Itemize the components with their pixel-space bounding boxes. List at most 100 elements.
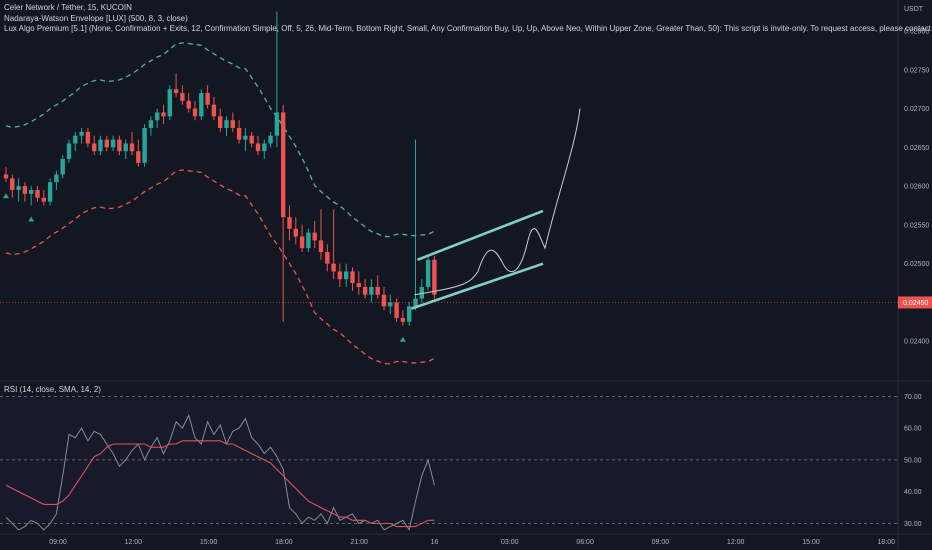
candle-body	[362, 286, 368, 295]
candle	[199, 89, 204, 121]
candle-body	[224, 120, 229, 128]
price-tick-label: 0.02700	[904, 106, 929, 113]
candle	[186, 93, 191, 113]
candle	[211, 96, 217, 121]
time-tick-label: 15:00	[802, 539, 820, 546]
candle-body	[211, 104, 217, 117]
candle	[66, 139, 72, 163]
candle	[230, 112, 235, 132]
candle	[350, 267, 355, 291]
candle-body	[350, 271, 355, 284]
candle	[381, 286, 387, 311]
candle-body	[3, 174, 9, 179]
indicator-nadaraya-label[interactable]: Nadaraya-Watson Envelope [LUX] (500, 8, …	[4, 13, 188, 23]
candle	[85, 127, 91, 148]
candle	[161, 104, 166, 125]
candle	[293, 217, 298, 245]
candle-body	[41, 197, 46, 202]
time-axis: 09:00 12:00 15:00 18:00 21:00 16 03:00 06:00 09:…	[49, 539, 895, 546]
candle-body	[262, 143, 267, 152]
price-tick-label: 0.02800	[904, 29, 929, 36]
candle-body	[274, 112, 280, 136]
candle	[306, 228, 311, 253]
candle	[29, 186, 34, 206]
rsi-tick-label: 70.00	[904, 394, 922, 401]
candle	[425, 255, 431, 291]
candle-body	[98, 139, 103, 152]
candle	[400, 310, 406, 326]
candle	[281, 104, 286, 322]
candle-body	[54, 174, 59, 183]
candle	[54, 170, 59, 190]
envelope	[5, 42, 435, 365]
candle	[117, 135, 122, 156]
candle-body	[136, 151, 141, 163]
currency-label: USDT	[904, 6, 924, 13]
channel-upper-line	[416, 209, 544, 262]
candle	[369, 279, 374, 303]
rsi-pane: 70.00 60.00 50.00 40.00 30.00	[0, 394, 922, 532]
channel-lower-line	[410, 262, 544, 310]
chart-legend: Celer Network / Tether, 15, KUCOIN Nadar…	[4, 3, 932, 35]
rsi-ma-line	[5, 440, 435, 528]
candle	[274, 11, 280, 148]
candle-body	[407, 306, 412, 322]
candle	[287, 205, 292, 241]
candle	[356, 271, 361, 295]
candle-body	[47, 182, 53, 202]
candle-body	[104, 139, 109, 148]
candle	[362, 279, 368, 299]
candle	[262, 139, 267, 159]
price-tick-label: 0.02500	[904, 261, 929, 268]
rsi-tick-label: 30.00	[904, 521, 922, 528]
candle-body	[35, 190, 40, 198]
candle-body	[192, 108, 198, 117]
candle-body	[79, 131, 84, 136]
candle	[167, 85, 172, 121]
candle-body	[287, 217, 292, 229]
candle	[148, 116, 154, 136]
candle-body	[66, 143, 72, 159]
candle-body	[60, 158, 65, 175]
time-tick-label: 12:00	[727, 539, 745, 546]
candle-body	[249, 135, 254, 144]
candle-body	[73, 135, 78, 144]
rsi-line	[5, 414, 435, 532]
candle-body	[29, 190, 34, 194]
buy-signals	[3, 193, 406, 342]
time-tick-label: 09:00	[652, 539, 670, 546]
candle	[419, 279, 424, 303]
candle	[268, 131, 273, 148]
candle-body	[205, 93, 210, 105]
candle-body	[293, 228, 298, 237]
projection	[410, 108, 581, 310]
candle-body	[312, 232, 317, 241]
price-tick-label: 0.02650	[904, 145, 929, 152]
rsi-legend[interactable]: RSI (14, close, SMA, 14, 2)	[4, 385, 101, 394]
candle	[136, 139, 141, 167]
candle-body	[432, 259, 437, 295]
indicator-luxalgo-label[interactable]: Lux Algo Premium [5.1] (None, Confirmati…	[4, 24, 932, 33]
candle	[432, 255, 437, 299]
candle-body	[110, 139, 116, 148]
envelope-lower-line	[5, 169, 435, 365]
candle-body	[92, 143, 97, 152]
candle	[299, 224, 305, 253]
price-tick-label: 0.02400	[904, 339, 929, 346]
buy-signal-icon	[3, 193, 9, 199]
candle-body	[218, 116, 223, 128]
candle-body	[299, 236, 305, 249]
candle	[180, 85, 185, 105]
last-price-tag	[898, 296, 932, 309]
buy-signal-icon	[399, 336, 406, 342]
candle-body	[281, 112, 286, 218]
candle-body	[230, 120, 235, 128]
candle	[236, 120, 242, 144]
price-tick-label: 0.02600	[904, 184, 929, 191]
candle	[312, 221, 317, 249]
symbol-title[interactable]: Celer Network / Tether, 15, KUCOIN	[4, 3, 132, 12]
candle-body	[388, 302, 393, 307]
price-tick-label: 0.02550	[904, 222, 929, 229]
